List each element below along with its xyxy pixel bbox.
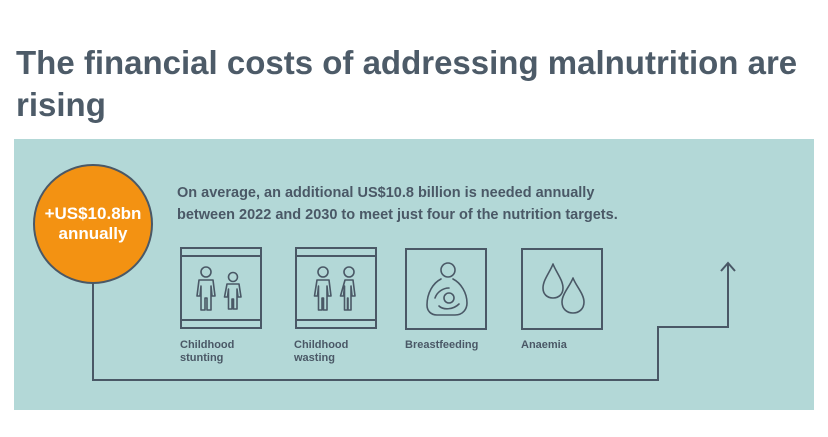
- cost-badge: +US$10.8bn annually: [33, 164, 153, 284]
- children-stunting-icon: [180, 247, 262, 329]
- target-label-anaemia: Anaemia: [521, 339, 567, 351]
- description-line-1: On average, an additional US$10.8 billio…: [177, 185, 595, 201]
- target-label-breastfeeding: Breastfeeding: [405, 339, 479, 351]
- breastfeeding-icon: [405, 248, 487, 330]
- page-title: The financial costs of addressing malnut…: [16, 44, 798, 123]
- badge-period: annually: [58, 224, 128, 243]
- description-text: On average, an additional US$10.8 billio…: [177, 182, 777, 226]
- target-label-wasting: Childhood wasting: [294, 339, 349, 364]
- description-line-2: between 2022 and 2030 to meet just four …: [177, 207, 618, 223]
- infographic-panel: [14, 139, 814, 410]
- badge-amount: +US$10.8bn: [44, 204, 142, 223]
- blood-drops-icon: [521, 248, 603, 330]
- target-label-stunting: Childhood stunting: [180, 339, 235, 364]
- children-wasting-icon: [295, 247, 377, 329]
